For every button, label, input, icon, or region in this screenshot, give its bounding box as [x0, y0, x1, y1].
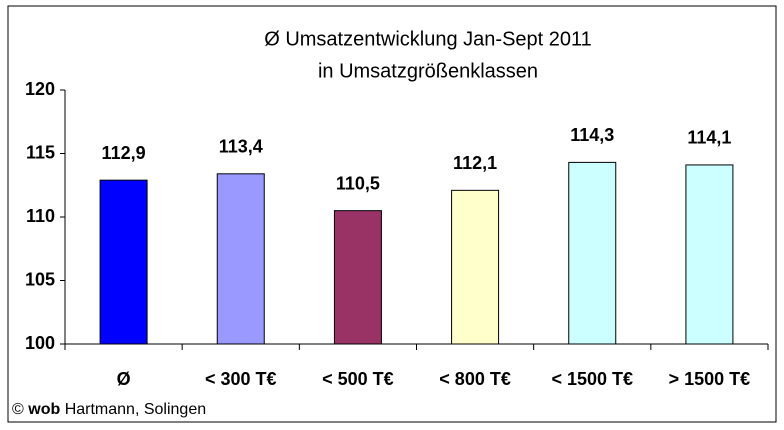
value-label: 112,9 — [102, 143, 146, 163]
x-tick-label: > 1500 T€ — [669, 369, 751, 389]
footer: © wob Hartmann, Solingen — [12, 401, 206, 418]
chart-subtitle: in Umsatzgrößenklassen — [318, 60, 538, 82]
value-label: 110,5 — [336, 173, 380, 193]
y-tick-label: 110 — [26, 206, 55, 226]
x-tick-label: < 500 T€ — [322, 369, 394, 389]
y-tick-label: 105 — [25, 269, 55, 289]
x-tick-label: < 300 T€ — [205, 369, 277, 389]
x-tick-label: Ø — [117, 369, 131, 389]
value-label: 113,4 — [219, 137, 263, 157]
bar — [685, 164, 734, 345]
footer-brand: wob — [27, 401, 60, 418]
footer-text: Hartmann, Solingen — [65, 401, 206, 418]
bar — [99, 179, 148, 345]
bar — [451, 189, 500, 345]
bar — [216, 173, 265, 345]
x-tick-label: < 800 T€ — [439, 369, 511, 389]
x-tick-label: < 1500 T€ — [551, 369, 633, 389]
y-tick-label: 100 — [25, 333, 55, 353]
y-tick-label: 115 — [26, 142, 55, 162]
footer-symbol: © — [12, 401, 24, 418]
value-label: 114,3 — [570, 125, 614, 145]
bar — [568, 161, 617, 345]
y-tick-label: 120 — [25, 79, 55, 99]
value-label: 114,1 — [687, 128, 731, 148]
value-label: 112,1 — [453, 153, 497, 173]
bar — [333, 210, 382, 345]
chart-title: Ø Umsatzentwicklung Jan-Sept 2011 — [264, 28, 592, 50]
